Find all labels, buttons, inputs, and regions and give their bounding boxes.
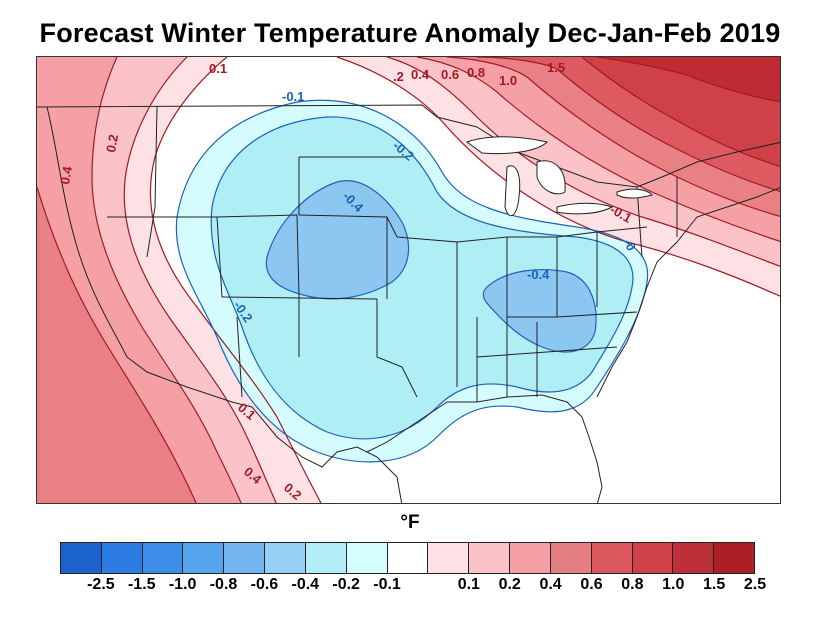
colorbar	[60, 542, 755, 574]
contour-label: 1.5	[547, 60, 565, 75]
unit-label: °F	[400, 512, 420, 533]
great-lakes	[465, 136, 653, 217]
colorbar-tick-label: -1.5	[127, 576, 156, 593]
anomaly-map: 0.1 .2 0.4 0.6 0.8 1.0 1.5 0.2 0.4 -0.1 …	[37, 57, 780, 503]
contour-label: 0.8	[467, 65, 485, 80]
colorbar-tick-label: -1.0	[168, 576, 197, 593]
colorbar-swatch	[305, 543, 347, 573]
colorbar-tick-label: 0.6	[580, 576, 603, 593]
colorbar-tick-label: 0.1	[457, 576, 480, 593]
cool-contours	[175, 99, 649, 463]
map-panel: 0.1 .2 0.4 0.6 0.8 1.0 1.5 0.2 0.4 -0.1 …	[36, 56, 781, 504]
contour-label: -0.4	[527, 267, 550, 282]
contour-labels: 0.1 .2 0.4 0.6 0.8 1.0 1.5 0.2 0.4 -0.1 …	[57, 60, 639, 503]
lake-erie	[556, 202, 614, 215]
gulf-coast	[366, 394, 603, 503]
colorbar-tick-label: 0.2	[498, 576, 521, 593]
contour-label: .2	[393, 69, 404, 84]
lake-huron	[536, 160, 566, 195]
colorbar-tick-label: 2.5	[743, 576, 767, 593]
colorbar-swatch	[591, 543, 633, 573]
colorbar-tick-label: 1.5	[702, 576, 726, 593]
colorbar-swatch	[224, 543, 266, 573]
east-coast	[596, 187, 780, 398]
colorbar-swatch	[469, 543, 511, 573]
colorbar-tick-labels: -2.5 -1.5 -1.0 -0.8 -0.6 -0.4 -0.2 -0.1 0.1 0.2 0.…	[60, 576, 766, 598]
contour-label: 0.1	[209, 61, 227, 76]
colorbar-swatch	[387, 543, 429, 573]
colorbar-tick-label: -0.4	[291, 576, 320, 593]
warm-region-north-1.5	[597, 57, 780, 102]
colorbar-swatch	[428, 543, 470, 573]
colorbar-tick-label: -2.5	[87, 576, 115, 593]
colorbar-swatch	[510, 543, 551, 573]
lake-ontario	[616, 188, 653, 199]
colorbar-swatch	[142, 543, 184, 573]
cool-region-0.4-central	[266, 180, 409, 299]
us-canada-border	[37, 104, 780, 188]
colorbar-swatch	[714, 543, 755, 573]
colorbar-swatch	[61, 543, 102, 573]
lake-michigan	[504, 165, 521, 217]
colorbar-tick-label: -0.1	[373, 576, 401, 593]
colorbar-tick-label: -0.2	[332, 576, 360, 593]
contour-label: 1.0	[499, 73, 517, 88]
lake-superior	[465, 136, 548, 155]
colorbar-tick-label: -0.6	[250, 576, 279, 593]
map-title: Forecast Winter Temperature Anomaly Dec-…	[39, 18, 781, 48]
colorbar-swatch	[673, 543, 715, 573]
colorbar-tick-label: 0.4	[539, 576, 562, 593]
colorbar-tick-label: 0.8	[621, 576, 644, 593]
contour-label: 0.6	[441, 67, 459, 82]
state-boundaries	[37, 104, 780, 503]
contour-label: 0.4	[57, 164, 75, 185]
warm-contours	[37, 57, 780, 503]
colorbar-swatch	[101, 543, 143, 573]
warm-region-west-0.6	[37, 187, 197, 503]
contour-label: 0.2	[103, 133, 121, 153]
contour-label: 0.4	[411, 67, 430, 82]
colorbar-tick-label: 1.0	[662, 576, 685, 593]
colorbar-tick-label: -0.8	[209, 576, 238, 593]
colorbar-swatch	[346, 543, 388, 573]
colorbar-swatch	[632, 543, 674, 573]
colorbar-swatch	[550, 543, 592, 573]
colorbar-swatch	[183, 543, 225, 573]
us-outline	[46, 106, 403, 503]
colorbar-swatch	[265, 543, 306, 573]
cool-region-0.4-southeast	[483, 269, 597, 352]
contour-label: -0.1	[282, 89, 304, 104]
